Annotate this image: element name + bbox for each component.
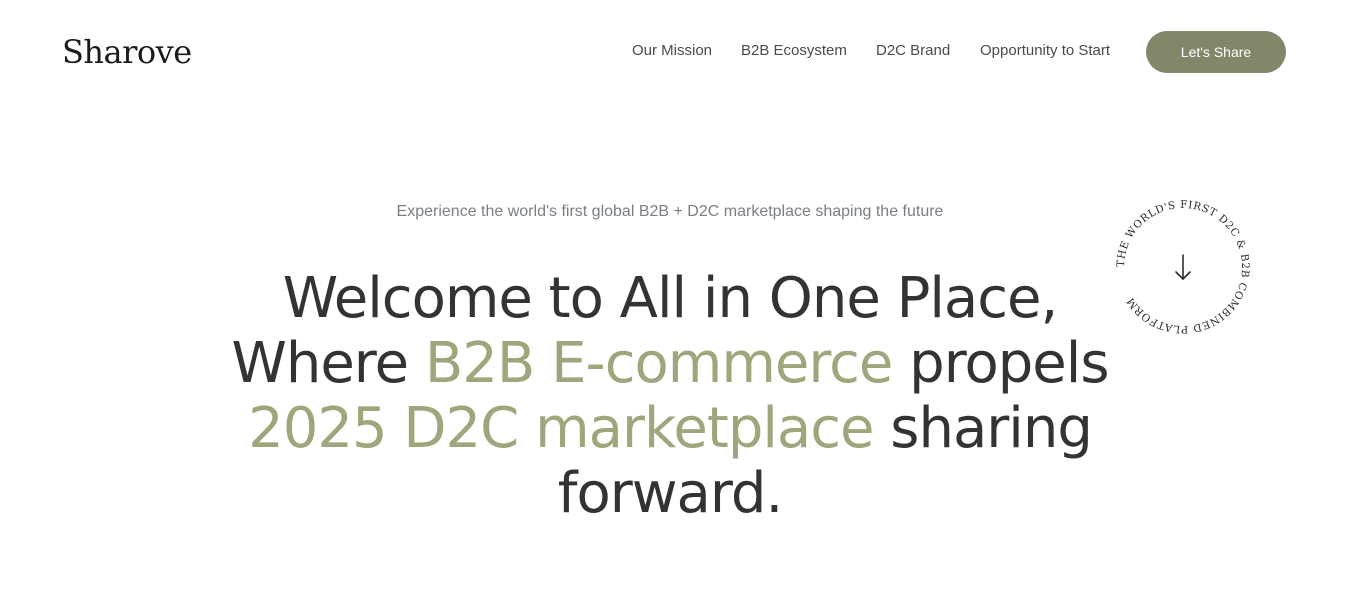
nav-item-b2b-ecosystem[interactable]: B2B Ecosystem (741, 42, 847, 59)
headline-line-2-pre: Where (231, 331, 425, 396)
headline-line-3-post: sharing (873, 396, 1093, 461)
headline-line-4: forward. (557, 461, 784, 526)
arrow-down-icon (1175, 254, 1191, 280)
headline-line-2-post: propels (892, 331, 1109, 396)
brand-logo[interactable]: Sharove (62, 33, 192, 71)
circular-text-badge: THE WORLD'S FIRST D2C & B2B COMBINED PLA… (1115, 199, 1250, 335)
hero-headline: Welcome to All in One Place, Where B2B E… (170, 266, 1170, 526)
headline-highlight-d2c: 2025 D2C marketplace (248, 396, 874, 461)
nav-item-opportunity-to-start[interactable]: Opportunity to Start (980, 42, 1111, 59)
headline-line-1: Welcome to All in One Place, (282, 266, 1059, 331)
nav-item-d2c-brand[interactable]: D2C Brand (876, 42, 951, 59)
hero-tagline: Experience the world's first global B2B … (396, 203, 944, 220)
headline-highlight-b2b: B2B E-commerce (424, 331, 893, 396)
scroll-badge[interactable]: THE WORLD'S FIRST D2C & B2B COMBINED PLA… (1115, 199, 1251, 335)
lets-share-button[interactable]: Let's Share (1146, 31, 1286, 73)
main-nav: Our Mission B2B Ecosystem D2C Brand Oppo… (0, 40, 1346, 62)
nav-item-our-mission[interactable]: Our Mission (632, 42, 713, 59)
